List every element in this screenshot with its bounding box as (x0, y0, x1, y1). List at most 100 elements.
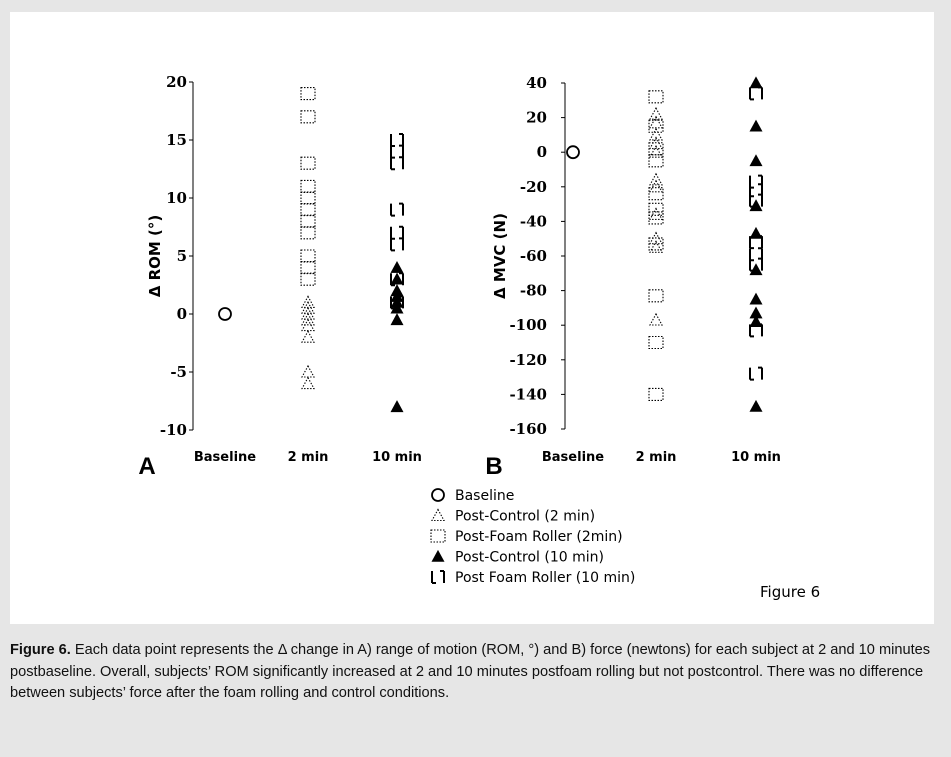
data-point (649, 179, 663, 193)
series-post-control-2-min (301, 295, 315, 390)
data-point (301, 364, 315, 378)
figure-caption: Figure 6. Each data point represents the… (10, 640, 935, 705)
y-axis-title: Δ MVC (N) (491, 213, 509, 299)
y-tick-label: 0 (177, 305, 187, 323)
y-axis-title: Δ ROM (°) (146, 215, 164, 298)
y-tick-label: -5 (170, 363, 187, 381)
x-category-label: 2 min (288, 450, 329, 465)
data-point (648, 387, 664, 401)
legend-label: Post Foam Roller (10 min) (455, 570, 635, 586)
data-point (749, 306, 763, 319)
data-point (749, 292, 763, 305)
data-point (648, 90, 664, 104)
chart-panel-b: -160 -140 -120 -100 -80 -60 -40 -20 0 20 40 Δ MVC (… (485, 74, 781, 480)
data-point (648, 211, 664, 225)
legend-marker (431, 570, 445, 584)
data-point (301, 330, 315, 343)
legend-label: Post-Control (10 min) (455, 550, 604, 566)
data-point (300, 191, 316, 205)
series-post-control-10-min (390, 260, 404, 413)
y-tick-label: -40 (520, 212, 547, 230)
legend-label: Baseline (455, 488, 514, 504)
data-point (749, 174, 763, 189)
data-point (649, 127, 663, 141)
data-point (300, 156, 316, 170)
data-point (390, 313, 404, 326)
data-point (300, 214, 316, 228)
panel-letter: A (138, 453, 155, 480)
legend-item: Post-Control (2 min) (431, 508, 595, 525)
y-tick-label: -160 (509, 420, 547, 438)
data-point (301, 295, 315, 308)
data-point (749, 154, 763, 167)
data-point (300, 203, 316, 217)
legend-item: Post Foam Roller (10 min) (431, 570, 635, 586)
data-point (390, 144, 404, 159)
data-point (749, 119, 763, 132)
series-baseline (218, 307, 232, 321)
y-tick-label: 15 (166, 131, 187, 149)
data-point (390, 133, 404, 147)
data-point (300, 87, 316, 101)
legend-item: Post-Control (10 min) (431, 549, 604, 566)
figure-label: Figure 6 (760, 583, 820, 601)
series-baseline (566, 145, 580, 160)
data-point (390, 272, 404, 287)
data-point (390, 295, 404, 310)
data-point (301, 376, 315, 390)
legend-item: Baseline (431, 488, 514, 504)
data-point (649, 312, 663, 326)
y-tick-label: 10 (166, 189, 187, 207)
y-tick-label: 40 (526, 74, 547, 92)
data-point (218, 307, 232, 321)
data-point (749, 76, 763, 89)
data-point (648, 289, 664, 303)
y-tick-label: 20 (166, 73, 187, 91)
data-point (390, 284, 404, 297)
data-point (300, 249, 316, 263)
data-point (749, 366, 763, 381)
data-point (648, 142, 664, 156)
data-point (390, 237, 404, 252)
data-point (749, 199, 763, 212)
x-category-label: 2 min (636, 450, 677, 465)
figure-panel: -10 -5 0 5 10 15 20 Δ ROM (°) Baseline 2 min 10 mi… (10, 12, 934, 624)
data-point (300, 179, 316, 193)
data-point (390, 272, 404, 285)
series-post-foam-roller-2min (648, 90, 664, 401)
data-point (648, 187, 664, 201)
y-tick-label: -60 (520, 247, 547, 265)
y-tick-label: -100 (509, 316, 547, 334)
data-point (649, 207, 663, 221)
data-point (749, 247, 763, 262)
legend-marker (431, 508, 445, 522)
legend-item: Post-Foam Roller (2min) (430, 529, 623, 545)
data-point (749, 183, 763, 198)
data-point (749, 263, 763, 276)
x-category-label: Baseline (542, 450, 604, 465)
legend-label: Post-Foam Roller (2min) (455, 529, 623, 545)
caption-text: Each data point represents the Δ change … (10, 642, 931, 701)
legend-marker (431, 549, 445, 562)
legend-marker (430, 529, 446, 543)
series-post-foam-roller-10-min (390, 133, 404, 310)
y-tick-label: -120 (509, 351, 547, 369)
x-category-label: Baseline (194, 450, 256, 465)
data-point (300, 272, 316, 286)
data-point (648, 335, 664, 350)
series-post-control-10-min (749, 76, 763, 412)
legend: Baseline Post-Control (2 min) Post-Foam Ro… (430, 488, 635, 586)
data-point (390, 225, 404, 240)
y-tick-label: -140 (509, 385, 547, 403)
data-point (300, 226, 316, 240)
data-point (749, 323, 763, 338)
data-point (390, 260, 404, 273)
data-point (649, 145, 663, 158)
data-point (648, 119, 664, 133)
data-point (648, 202, 664, 216)
data-point (749, 86, 763, 101)
panel-letter: B (485, 453, 502, 480)
chart-panel-a: -10 -5 0 5 10 15 20 Δ ROM (°) Baseline 2 min 10 mi… (138, 73, 422, 480)
data-point (749, 257, 763, 272)
